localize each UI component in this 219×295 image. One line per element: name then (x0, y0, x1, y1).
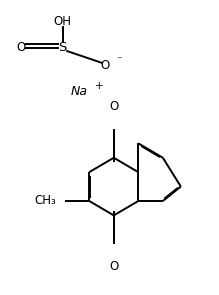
Text: S: S (58, 41, 67, 54)
Text: O: O (109, 100, 118, 113)
Text: O: O (109, 260, 118, 273)
Text: CH₃: CH₃ (34, 194, 56, 207)
Text: ⁻: ⁻ (116, 56, 122, 66)
Text: O: O (101, 58, 110, 71)
Text: O: O (16, 41, 26, 54)
Text: +: + (95, 81, 103, 91)
Text: Na: Na (71, 85, 88, 98)
Text: OH: OH (53, 15, 72, 28)
